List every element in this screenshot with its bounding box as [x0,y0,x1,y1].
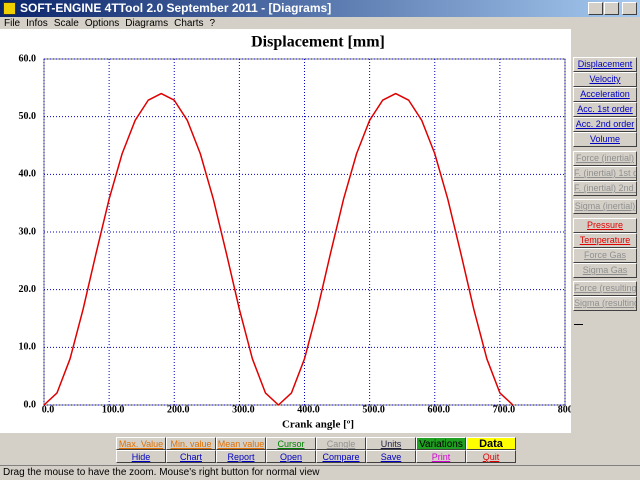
y-tick-label: 50.0 [19,111,37,122]
x-tick-label: 600.0 [428,404,451,415]
x-axis-label: Crank angle [º] [282,419,354,431]
y-tick-label: 60.0 [19,53,37,64]
toolbar-button[interactable]: Min. value [166,437,216,450]
toolbar-button[interactable]: Cursor [266,437,316,450]
toolbar-button[interactable]: Report [216,450,266,463]
maximize-button[interactable] [604,2,619,15]
menu-item[interactable]: Infos [26,18,48,29]
status-bar: Drag the mouse to have the zoom. Mouse's… [0,465,640,480]
toolbar-button[interactable]: Variations [416,437,466,450]
toolbar-button[interactable]: Data [466,437,516,450]
menu-item[interactable]: Charts [174,18,204,29]
chart-area: Displacement [mm] Crank angle [º] 0.0 10.… [0,29,581,433]
chart-title: Displacement [mm] [251,34,385,51]
title-bar: SOFT-ENGINE 4TTool 2.0 September 2011 - … [0,0,640,17]
side-button[interactable]: Sigma (inertial) [573,199,637,214]
toolbar-button[interactable]: Compare [316,450,366,463]
toolbar-button[interactable]: Open [266,450,316,463]
x-tick-label: 700.0 [493,404,516,415]
side-button[interactable]: Force (resulting) [573,281,637,296]
side-button[interactable]: Acc. 2nd order [573,117,637,132]
close-button[interactable] [622,2,637,15]
toolbar-button[interactable]: Hide [116,450,166,463]
menu-item[interactable]: File [4,18,21,29]
y-tick-label: 30.0 [19,226,37,237]
side-button[interactable]: Displacement [573,57,637,72]
x-tick-label: 0.0 [42,404,55,415]
x-tick-label: 200.0 [167,404,190,415]
toolbar-button[interactable]: Units [366,437,416,450]
side-button[interactable]: Sigma (resulting) [573,296,637,311]
toolbar-button[interactable]: Chart [166,450,216,463]
toolbar-button[interactable]: Save [366,450,416,463]
menu-item[interactable]: ? [209,18,216,29]
side-button[interactable]: Acc. 1st order [573,102,637,117]
side-button[interactable]: Volume [573,132,637,147]
menu-item[interactable]: Diagrams [125,18,169,29]
side-button[interactable]: Pressure [573,218,637,233]
side-button[interactable]: Velocity [573,72,637,87]
y-tick-label: 0.0 [24,399,37,410]
separator [574,324,583,325]
toolbar-button[interactable]: Max. Value [116,437,166,450]
x-tick-label: 100.0 [102,404,125,415]
chart: Displacement [mm] Crank angle [º] 0.0 10.… [19,34,581,431]
x-tick-label: 800.0 [558,404,571,415]
x-tick-label: 300.0 [232,404,255,415]
toolbar-button[interactable]: Quit [466,450,516,463]
side-button[interactable]: Force (inertial) [573,151,637,166]
side-button[interactable]: Acceleration [573,87,637,102]
y-tick-label: 20.0 [19,284,37,295]
side-button[interactable]: F. (inertial) 2nd order [573,181,637,196]
data-line [43,92,514,406]
side-button[interactable]: Temperature [573,233,637,248]
app-icon [3,2,16,15]
menu-bar: File Infos Scale Options Diagrams Charts? [0,17,640,29]
x-tick-label: 500.0 [362,404,385,415]
side-button[interactable]: Force Gas [573,248,637,263]
y-tick-label: 10.0 [19,342,37,353]
menu-item[interactable]: Options [84,18,120,29]
menu-item[interactable]: Scale [53,18,79,29]
toolbar-button[interactable]: Print [416,450,466,463]
minimize-button[interactable] [588,2,603,15]
toolbar-button[interactable]: Mean value [216,437,266,450]
x-tick-label: 400.0 [297,404,320,415]
window-title: SOFT-ENGINE 4TTool 2.0 September 2011 - … [20,1,332,15]
y-tick-label: 40.0 [19,169,37,180]
side-button[interactable]: F. (inertial) 1st order [573,166,637,181]
toolbar-button[interactable]: Cangle [316,437,366,450]
side-button[interactable]: Sigma Gas [573,263,637,278]
